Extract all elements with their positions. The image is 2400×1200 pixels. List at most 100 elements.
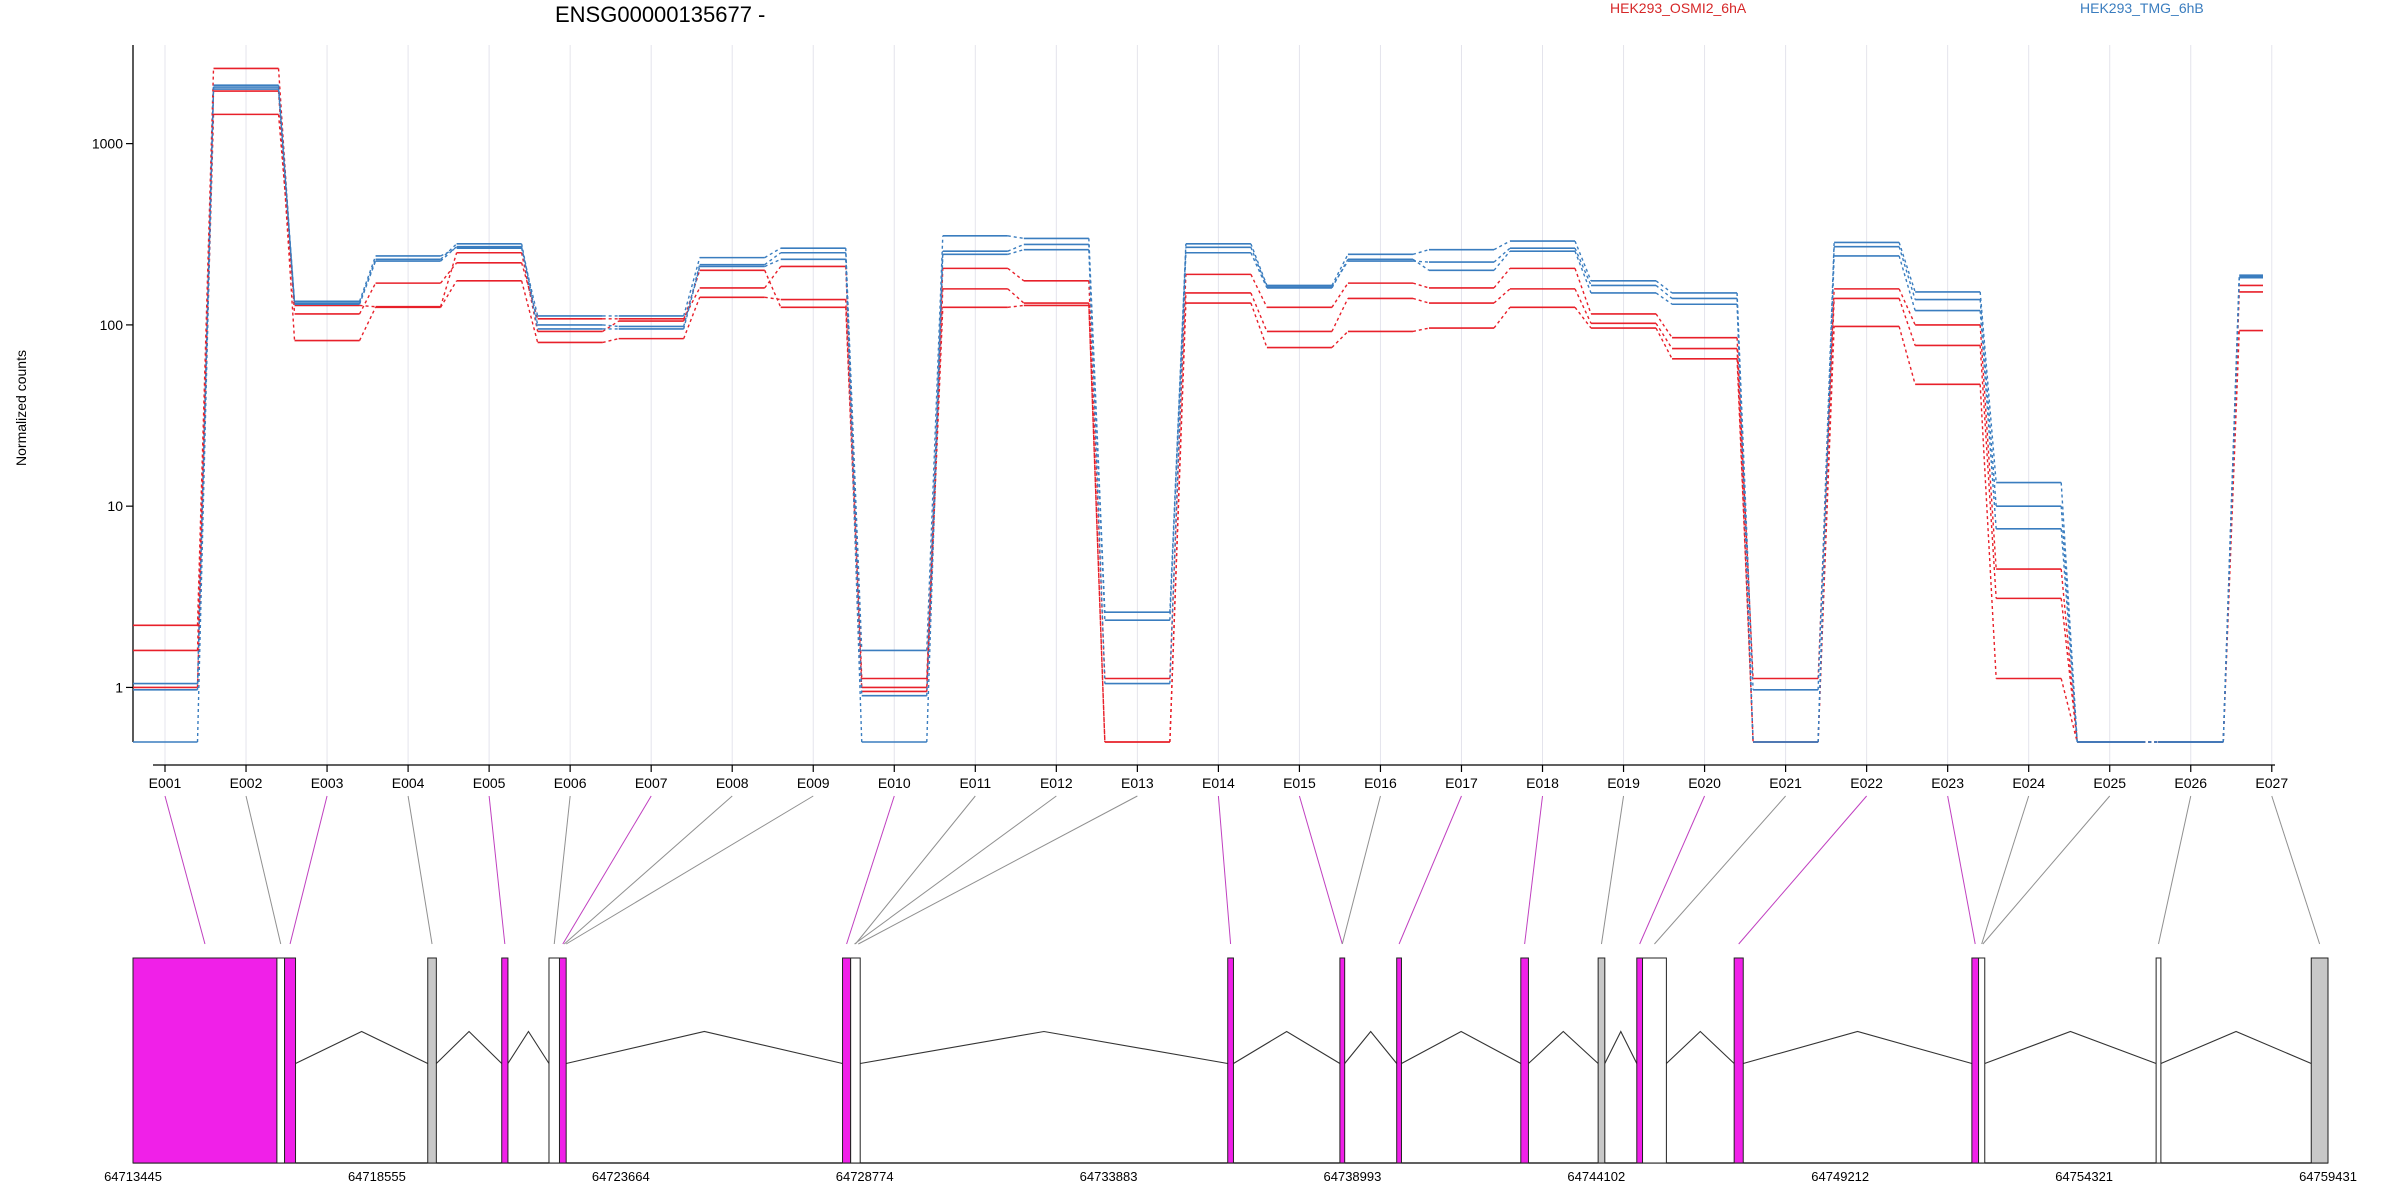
series-connector (440, 247, 457, 257)
exon-label: E022 (1850, 775, 1883, 791)
series-connector (602, 337, 619, 344)
coordinate-label: 64713445 (104, 1169, 162, 1184)
series-connector (440, 243, 458, 260)
series-connector (1979, 345, 1997, 599)
series-connector (845, 266, 863, 679)
series-connector (1655, 322, 1673, 349)
exon-link-line (846, 795, 895, 945)
intron-line (295, 1030, 428, 1064)
coordinate-label: 64759431 (2299, 1169, 2357, 1184)
series-osmi-2 (133, 113, 2263, 743)
series-connector (1655, 313, 1673, 339)
series-connector (1412, 282, 1430, 289)
exon-label: E006 (554, 775, 587, 791)
y-tick-label: 1000 (92, 136, 123, 152)
intron-line (1666, 1030, 1735, 1064)
intron-line (435, 1030, 503, 1064)
series-connector (1412, 248, 1430, 256)
exon-label: E015 (1283, 775, 1316, 791)
exon-link-line (1982, 795, 2111, 945)
intron-line (1401, 1030, 1522, 1064)
series-connector (1979, 310, 1997, 529)
series-connector (683, 266, 701, 330)
series-connector (1250, 247, 1268, 288)
series-connector (1007, 235, 1024, 240)
series-connector (1007, 243, 1025, 252)
plot-area: 1 10 100 1000 E001 E002 E003 E004 E005 E006 E007 E0… (92, 45, 2288, 791)
legend-tmg: HEK293_TMG_6hB (2080, 0, 2204, 16)
series-connector (683, 264, 701, 327)
coordinate-label: 64728774 (836, 1169, 894, 1184)
exon-box (1971, 957, 1980, 1164)
exon-link-line (1341, 795, 1381, 945)
series-connector (439, 252, 458, 307)
series-connector (1898, 246, 1916, 300)
coordinate-label: 64718555 (348, 1169, 406, 1184)
series-connector (2060, 678, 2078, 743)
series-connector (1250, 243, 1268, 286)
series-connector (764, 270, 782, 308)
exon-label: E018 (1526, 775, 1559, 791)
exon-box (1636, 957, 1644, 1164)
exon-label: E005 (473, 775, 506, 791)
exon-link-line (1524, 795, 1544, 945)
exon-label: E012 (1040, 775, 1073, 791)
exon-link-line (488, 795, 506, 945)
y-axis-label: Normalized counts (13, 350, 29, 466)
exon-link-line (2271, 795, 2321, 945)
gene-model: 64713445 64718555 64723664 64728774 64733883… (104, 795, 2357, 1184)
legend-osmi: HEK293_OSMI2_6hA (1610, 0, 1747, 16)
series-connector (764, 266, 782, 289)
series-connector (1493, 306, 1511, 329)
exon-box (2155, 957, 2162, 1164)
series-connector (764, 247, 782, 259)
intron-line (1233, 1030, 1341, 1064)
intron-line (1984, 1030, 2157, 1065)
series-osmi-1 (133, 90, 2263, 743)
intron-line (1604, 1030, 1638, 1064)
exon-label: E027 (2255, 775, 2288, 791)
exon-link-line (289, 795, 328, 945)
series-connector (926, 235, 944, 651)
exon-label: E026 (2174, 775, 2207, 791)
exon-box (842, 957, 852, 1164)
coordinate-label: 64749212 (1811, 1169, 1869, 1184)
exon-link-line (854, 795, 1057, 945)
series-connector (1250, 252, 1268, 289)
series-tmg-5 (133, 88, 2263, 743)
series-connector (1331, 254, 1349, 286)
exon-label: E004 (392, 775, 425, 791)
exon-link-line (1981, 795, 2030, 945)
series-connector (1574, 240, 1592, 282)
exon-box (501, 957, 509, 1164)
series-connector (1007, 267, 1025, 282)
exon-link-line (407, 795, 433, 945)
series-connector (1007, 288, 1025, 304)
exon-box (1396, 957, 1402, 1164)
series-connector (1169, 243, 1187, 613)
coordinate-label: 64723664 (592, 1169, 650, 1184)
exon-box (548, 957, 560, 1164)
exon-label: E023 (1931, 775, 1964, 791)
exon-link-line (245, 795, 282, 945)
series-connector (1655, 292, 1673, 305)
series-connector (520, 280, 539, 343)
series-connector (1979, 384, 1997, 679)
series-connector (358, 260, 377, 305)
intron-line (1344, 1030, 1398, 1064)
exon-box (1733, 957, 1744, 1164)
series-connector (196, 89, 215, 743)
exon-box (558, 957, 567, 1164)
exon-box (1227, 957, 1234, 1164)
series-connector (2060, 598, 2078, 743)
series-connector (1979, 324, 1997, 570)
series-connector (440, 262, 458, 284)
exon-label: E007 (635, 775, 668, 791)
series-connector (2222, 276, 2240, 743)
exon-link-line (1947, 795, 1976, 945)
series-connector (440, 280, 458, 308)
series-osmi-0 (133, 67, 2263, 743)
series-connector (277, 87, 296, 304)
series-connector (1331, 282, 1349, 308)
